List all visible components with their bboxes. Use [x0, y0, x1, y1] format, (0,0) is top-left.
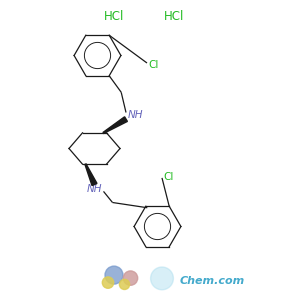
Text: Chem.com: Chem.com — [180, 275, 245, 286]
Circle shape — [151, 267, 173, 290]
Text: Cl: Cl — [148, 59, 159, 70]
Text: NH: NH — [128, 110, 143, 121]
Text: HCl: HCl — [164, 10, 184, 23]
Text: HCl: HCl — [104, 10, 124, 23]
Text: NH: NH — [87, 184, 103, 194]
Polygon shape — [103, 117, 128, 133]
Polygon shape — [85, 164, 97, 186]
Circle shape — [119, 279, 130, 290]
Circle shape — [102, 277, 114, 288]
Text: Cl: Cl — [164, 172, 174, 182]
Circle shape — [123, 271, 138, 285]
Circle shape — [105, 266, 123, 284]
